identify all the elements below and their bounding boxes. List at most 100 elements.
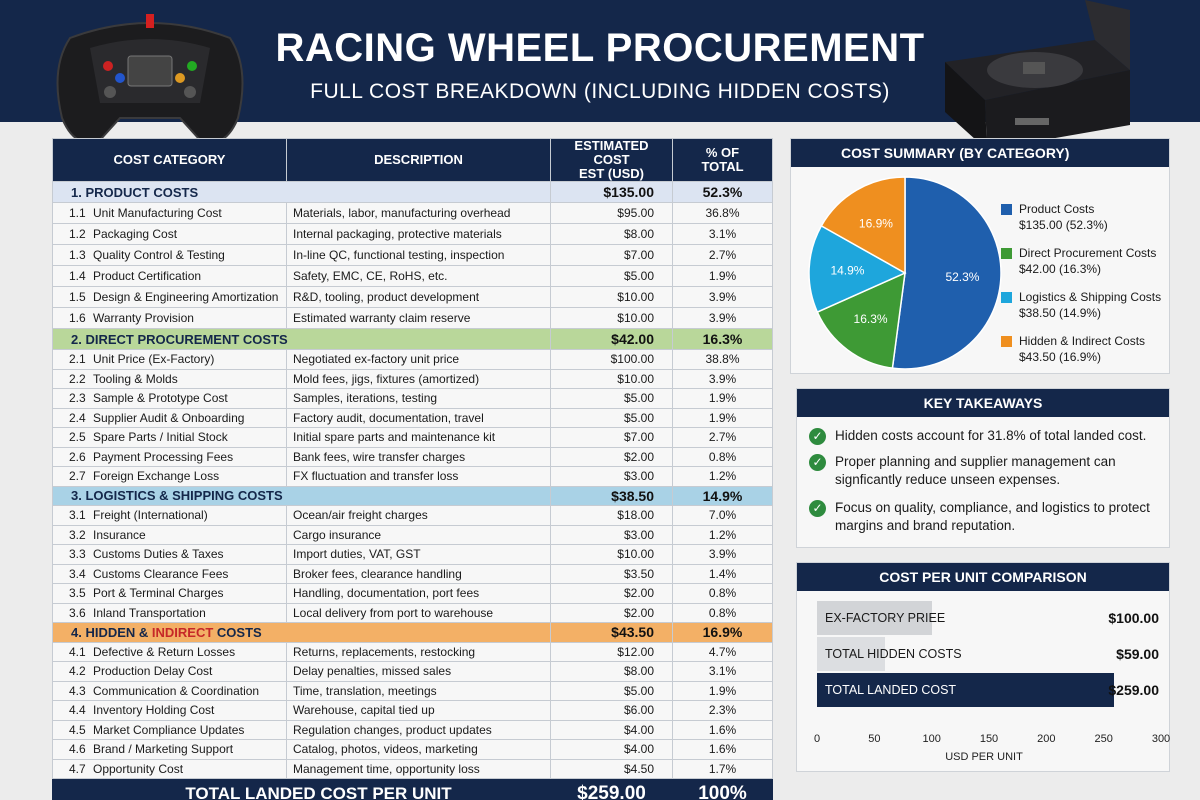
cost-item-amount: $5.00 <box>550 388 673 409</box>
cost-item-id: 2.5 <box>69 430 86 445</box>
table-row: 2.6 Payment Processing Fees Bank fees, wir… <box>52 446 773 467</box>
legend-name: Product Costs <box>1019 202 1095 216</box>
cost-item-id: 2.4 <box>69 410 86 425</box>
cost-item-id: 1.5 <box>69 290 86 304</box>
cost-item-name: 2.1 Unit Price (Ex-Factory) <box>52 349 287 370</box>
cost-item-description: Broker fees, clearance handling <box>286 563 551 584</box>
cost-comparison-panel: COST PER UNIT COMPARISON EX-FACTORY PRIE… <box>796 562 1170 772</box>
cost-item-pct: 3.1% <box>672 661 773 682</box>
cost-item-pct: 1.6% <box>672 739 773 760</box>
legend-value: $135.00 (52.3%) <box>1019 218 1108 232</box>
cost-item-id: 1.6 <box>69 311 86 325</box>
table-row: 1.6 Warranty Provision Estimated warranty … <box>52 307 773 329</box>
x-axis-tick: 50 <box>868 733 881 745</box>
cost-item-id: 3.3 <box>69 547 86 562</box>
cost-summary-panel: COST SUMMARY (BY CATEGORY) 52.3% 16.3% 14.… <box>790 138 1170 374</box>
cost-item-id: 4.1 <box>69 644 86 659</box>
cost-item-name: 4.5 Market Compliance Updates <box>52 719 287 740</box>
cost-item-id: 1.3 <box>69 248 86 262</box>
legend-swatch <box>1001 248 1012 259</box>
cost-item-name: 3.4 Customs Clearance Fees <box>52 563 287 584</box>
cost-item-amount: $100.00 <box>550 349 673 370</box>
cost-item-id: 4.3 <box>69 683 86 698</box>
x-axis-tick: 250 <box>1094 733 1113 745</box>
cost-item-description: Factory audit, documentation, travel <box>286 407 551 428</box>
cost-item-description: Ocean/air freight charges <box>286 505 551 526</box>
table-row: 2.7 Foreign Exchange Loss FX fluctuation a… <box>52 466 773 487</box>
cost-item-description: Local delivery from port to warehouse <box>286 602 551 623</box>
cost-item-pct: 1.7% <box>672 758 773 779</box>
cost-item-id: 4.2 <box>69 664 86 679</box>
cost-item-pct: 1.2% <box>672 524 773 545</box>
legend-name: Hidden & Indirect Costs <box>1019 334 1146 348</box>
cost-item-name: 1.1 Unit Manufacturing Cost <box>52 202 287 224</box>
cost-item-pct: 1.6% <box>672 719 773 740</box>
cost-item-amount: $10.00 <box>550 544 673 565</box>
cost-item-pct: 3.9% <box>672 307 773 329</box>
cost-item-amount: $7.00 <box>550 427 673 448</box>
cost-item-name: 2.3 Sample & Prototype Cost <box>52 388 287 409</box>
cost-item-description: Samples, iterations, testing <box>286 388 551 409</box>
cost-item-name: 1.3 Quality Control & Testing <box>52 244 287 266</box>
cost-pie-chart: 52.3% 16.3% 14.9% 16.9% <box>808 176 1002 370</box>
pie-slice-label: 16.3% <box>854 312 888 326</box>
table-row: 2.4 Supplier Audit & Onboarding Factory au… <box>52 407 773 428</box>
cost-item-amount: $8.00 <box>550 661 673 682</box>
table-row: 3.3 Customs Duties & Taxes Import duties, … <box>52 544 773 565</box>
pie-slice-logistics <box>808 224 907 314</box>
cost-item-name: 3.5 Port & Terminal Charges <box>52 583 287 604</box>
x-axis-label: USD PER UNIT <box>945 751 1023 763</box>
cost-comparison-title: COST PER UNIT COMPARISON <box>797 563 1169 591</box>
cost-item-name: 3.3 Customs Duties & Taxes <box>52 544 287 565</box>
cost-item-description: FX fluctuation and transfer loss <box>286 466 551 487</box>
cost-item-id: 1.2 <box>69 227 86 241</box>
page-title: RACING WHEEL PROCUREMENT <box>275 26 925 70</box>
cost-item-amount: $10.00 <box>550 286 673 308</box>
pie-slice-label: 52.3% <box>945 270 979 284</box>
cost-item-description: Returns, replacements, restocking <box>286 641 551 662</box>
cost-item-amount: $95.00 <box>550 202 673 224</box>
total-amount: $259.00 <box>550 778 673 800</box>
cost-item-name: 2.7 Foreign Exchange Loss <box>52 466 287 487</box>
comparison-bar-value: $100.00 <box>1108 610 1159 626</box>
section-pct: 16.3% <box>672 328 773 350</box>
takeaway-item: ✓ Proper planning and supplier management… <box>809 453 1159 489</box>
cost-item-name: 2.2 Tooling & Molds <box>52 368 287 389</box>
table-row: 2.3 Sample & Prototype Cost Samples, itera… <box>52 388 773 409</box>
cost-item-pct: 2.7% <box>672 427 773 448</box>
legend-name: Direct Procurement Costs <box>1019 246 1157 260</box>
cost-item-description: R&D, tooling, product development <box>286 286 551 308</box>
section-pct: 52.3% <box>672 181 773 203</box>
cost-item-name: 2.6 Payment Processing Fees <box>52 446 287 467</box>
check-icon: ✓ <box>809 500 826 517</box>
x-axis-ticks: 0 50 100 150 200 250 300 <box>814 733 1170 747</box>
col-header-category: COST CATEGORY <box>52 138 287 182</box>
cost-item-amount: $3.00 <box>550 524 673 545</box>
total-row: TOTAL LANDED COST PER UNIT $259.00 100% <box>52 778 773 800</box>
col-header-description: DESCRIPTION <box>286 138 551 182</box>
table-row: 3.4 Customs Clearance Fees Broker fees, cl… <box>52 563 773 584</box>
cost-item-pct: 36.8% <box>672 202 773 224</box>
cost-item-pct: 2.7% <box>672 244 773 266</box>
table-row: 4.6 Brand / Marketing Support Catalog, pho… <box>52 739 773 760</box>
cost-item-pct: 3.9% <box>672 544 773 565</box>
comparison-bar <box>817 673 1114 707</box>
comparison-bar-label: TOTAL HIDDEN COSTS <box>825 647 962 661</box>
cost-item-description: Negotiated ex-factory unit price <box>286 349 551 370</box>
cost-item-pct: 3.1% <box>672 223 773 245</box>
col-header-pct: % OF TOTAL <box>672 138 773 182</box>
takeaway-item: ✓ Hidden costs account for 31.8% of total… <box>809 427 1159 445</box>
cost-item-description: Warehouse, capital tied up <box>286 700 551 721</box>
cost-item-id: 3.2 <box>69 527 86 542</box>
comparison-bar-label: TOTAL LANDED COST <box>825 683 957 697</box>
section-title: 1. PRODUCT COSTS <box>52 181 551 203</box>
cost-item-id: 3.4 <box>69 566 86 581</box>
cost-item-amount: $10.00 <box>550 368 673 389</box>
table-row: 3.2 Insurance Cargo insurance $3.00 1.2% <box>52 524 773 545</box>
cost-item-id: 4.6 <box>69 742 86 757</box>
legend-value: $38.50 (14.9%) <box>1019 306 1102 320</box>
table-row: 1.3 Quality Control & Testing In-line QC, … <box>52 244 773 266</box>
legend-swatch <box>1001 204 1012 215</box>
boxed-wheel-icon <box>945 0 1130 150</box>
cost-item-name: 4.6 Brand / Marketing Support <box>52 739 287 760</box>
